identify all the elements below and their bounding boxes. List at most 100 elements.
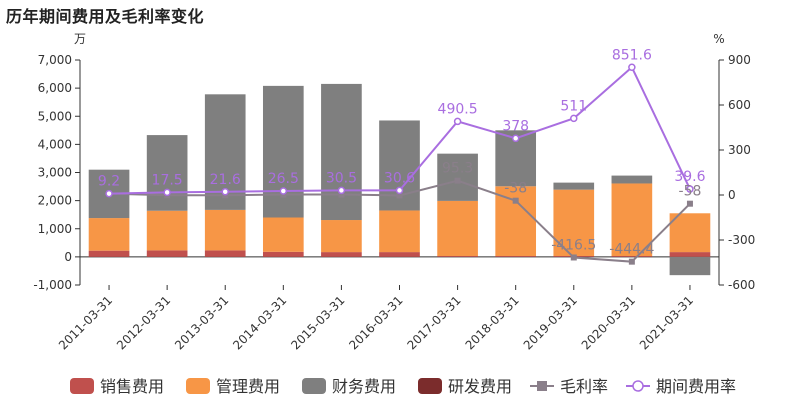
right-tick-label: 0: [728, 188, 736, 202]
line-point: [686, 200, 693, 207]
legend-swatch[interactable]: [418, 378, 442, 394]
x-tick-label: 2011-03-31: [56, 293, 115, 352]
legend-label[interactable]: 销售费用: [100, 377, 164, 396]
line-point: [338, 191, 345, 198]
bar-segment: [146, 210, 188, 251]
bar-segment: [669, 256, 711, 276]
data-label: 21.6: [210, 172, 241, 188]
left-tick-label: 1,000: [38, 222, 72, 236]
legend-swatch[interactable]: [186, 378, 210, 394]
bar-segment: [262, 85, 304, 218]
bar-segment: [553, 182, 595, 190]
bar-segment: [379, 252, 420, 257]
bar-segment: [611, 175, 653, 184]
data-label: -58: [679, 184, 702, 200]
right-tick-label: 300: [728, 143, 751, 157]
x-tick-label: 2021-03-31: [637, 293, 696, 352]
left-tick-label: 5,000: [38, 109, 72, 123]
data-label: 851.6: [612, 47, 652, 63]
right-tick-label: -600: [728, 278, 755, 292]
left-tick-label: 3,000: [38, 166, 72, 180]
x-tick-label: 2013-03-31: [172, 293, 231, 352]
left-tick-label: 6,000: [38, 81, 72, 95]
bar-segment: [146, 250, 188, 257]
line-point: [511, 134, 520, 143]
line-point: [570, 114, 578, 123]
bar-segment: [321, 83, 362, 221]
line-point: [512, 197, 519, 204]
bar-segment: [204, 209, 246, 251]
legend-swatch[interactable]: [302, 378, 326, 394]
bar-segment: [321, 220, 362, 253]
line-point: [570, 254, 577, 261]
legend-label[interactable]: 研发费用: [448, 377, 512, 396]
left-tick-label: 0: [64, 250, 72, 264]
left-tick-label: -1,000: [33, 278, 72, 292]
right-tick-label: -300: [728, 233, 755, 247]
data-labels: 95.3 -38 -416.5 -444.4 -58 9.2 17.5 21.6 26.5 30.…: [98, 47, 706, 257]
right-tick-label: 600: [728, 98, 751, 112]
legend-label[interactable]: 期间费用率: [656, 377, 736, 396]
bar-segment: [321, 252, 362, 257]
x-tick-label: 2019-03-31: [521, 293, 580, 352]
bar-segment: [88, 218, 130, 251]
chart-title: 历年期间费用及毛利率变化: [6, 7, 205, 26]
lines: [105, 63, 694, 265]
line-point: [628, 258, 635, 265]
line-point: [163, 188, 171, 197]
bar-segment: [262, 217, 304, 252]
right-axis-unit: %: [713, 32, 724, 46]
data-label: 26.5: [268, 171, 299, 187]
data-label: -444.4: [609, 242, 654, 258]
bar-segment: [88, 250, 130, 257]
x-tick-label: 2018-03-31: [463, 293, 522, 352]
line-point: [279, 187, 288, 195]
left-tick-label: 2,000: [38, 194, 72, 208]
legend-label[interactable]: 管理费用: [216, 377, 280, 396]
x-tick-label: 2015-03-31: [288, 293, 347, 352]
legend[interactable]: 销售费用 管理费用 财务费用 研发费用 毛利率 期间费用率: [70, 377, 736, 396]
bar-segment: [262, 251, 304, 257]
x-tick-label: 2017-03-31: [404, 293, 463, 352]
bar-segment: [437, 200, 478, 257]
left-tick-label: 4,000: [38, 137, 72, 151]
line-point: [454, 177, 461, 184]
left-axis-unit: 万: [74, 32, 86, 46]
data-label: 511: [560, 98, 587, 114]
data-label: -416.5: [551, 237, 596, 253]
data-label: 30.6: [384, 170, 415, 186]
data-label: 490.5: [438, 101, 478, 117]
bar-segment: [669, 252, 711, 257]
line-point: [221, 188, 229, 196]
bar-segment: [495, 256, 537, 257]
bar-segment: [611, 183, 653, 257]
line-point: [337, 186, 346, 195]
legend-marker[interactable]: [632, 380, 644, 392]
legend-label[interactable]: 毛利率: [560, 377, 608, 396]
data-label: 9.2: [98, 174, 120, 190]
line-point: [105, 189, 113, 198]
data-label: 95.3: [442, 161, 473, 177]
legend-swatch[interactable]: [70, 378, 94, 394]
x-tick-label: 2020-03-31: [579, 293, 638, 352]
bar-segment: [611, 256, 653, 257]
bar-segment: [437, 153, 478, 201]
line-point: [686, 185, 694, 193]
data-label: 30.5: [326, 170, 357, 186]
bar-segment: [669, 213, 711, 253]
x-tick-label: 2016-03-31: [346, 293, 405, 352]
right-tick-label: 900: [728, 53, 751, 67]
line-point: [453, 117, 462, 126]
data-label: -38: [504, 181, 527, 197]
x-tick-label: 2012-03-31: [114, 293, 173, 352]
data-label: 17.5: [152, 172, 183, 188]
bar-segment: [379, 210, 420, 253]
left-tick-label: 7,000: [38, 53, 72, 67]
bar-segment: [204, 250, 246, 257]
legend-marker[interactable]: [537, 381, 547, 391]
bar-segment: [437, 256, 478, 257]
legend-label[interactable]: 财务费用: [332, 377, 396, 396]
line-point: [628, 63, 636, 72]
data-label: 39.6: [674, 169, 705, 185]
